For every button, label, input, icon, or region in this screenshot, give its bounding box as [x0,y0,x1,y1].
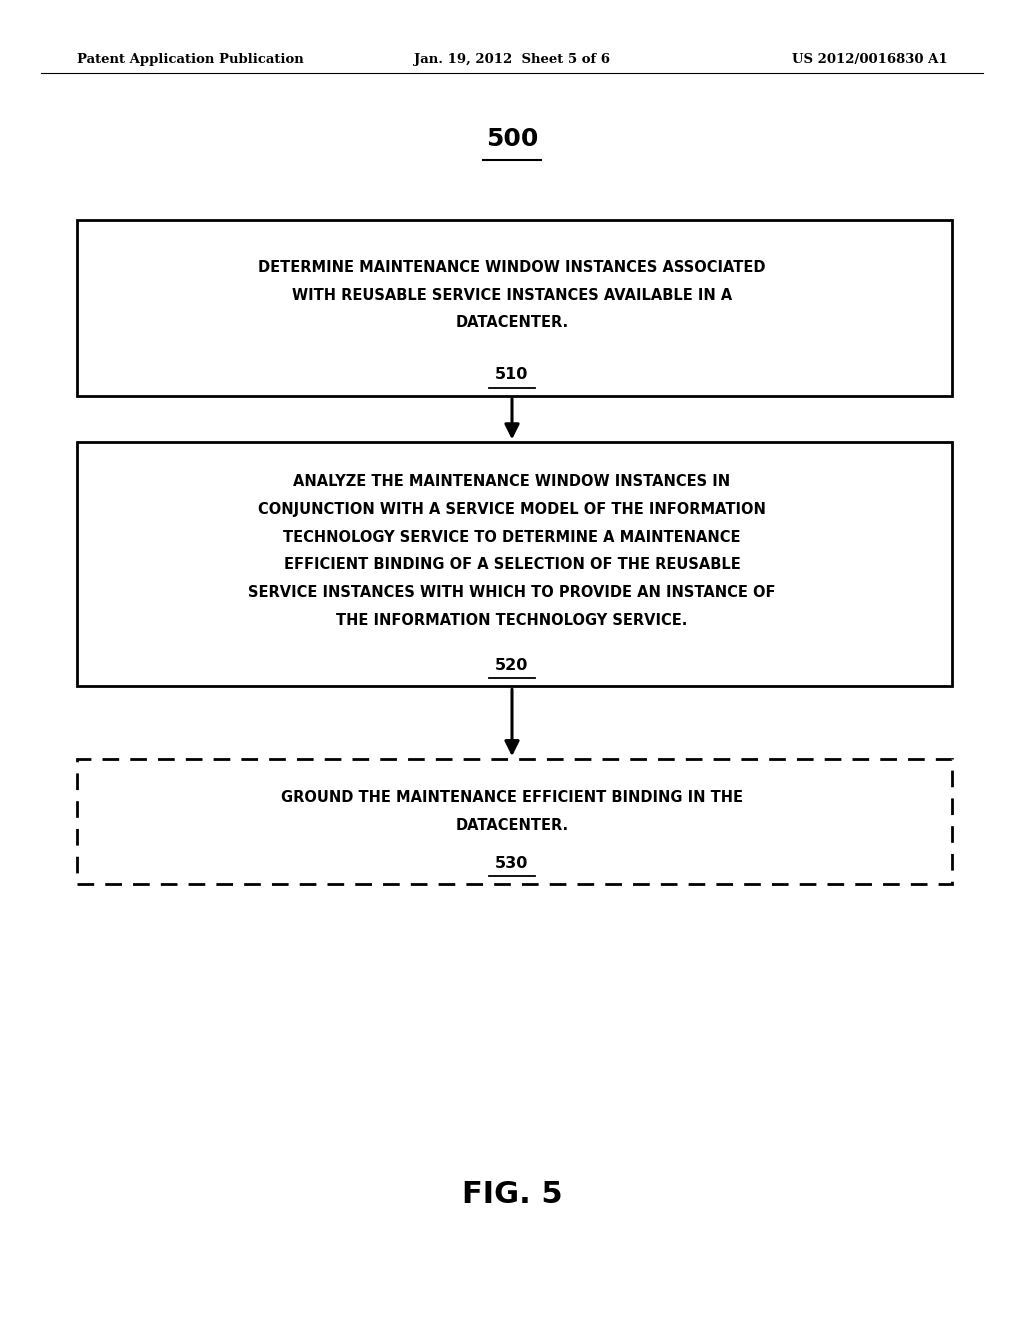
Text: DATACENTER.: DATACENTER. [456,315,568,330]
Text: FIG. 5: FIG. 5 [462,1180,562,1209]
Text: 510: 510 [496,367,528,383]
Text: CONJUNCTION WITH A SERVICE MODEL OF THE INFORMATION: CONJUNCTION WITH A SERVICE MODEL OF THE … [258,502,766,517]
Text: Patent Application Publication: Patent Application Publication [77,53,303,66]
Text: THE INFORMATION TECHNOLOGY SERVICE.: THE INFORMATION TECHNOLOGY SERVICE. [336,612,688,628]
Text: 500: 500 [485,127,539,150]
Text: 520: 520 [496,657,528,673]
Text: WITH REUSABLE SERVICE INSTANCES AVAILABLE IN A: WITH REUSABLE SERVICE INSTANCES AVAILABL… [292,288,732,302]
Text: Jan. 19, 2012  Sheet 5 of 6: Jan. 19, 2012 Sheet 5 of 6 [414,53,610,66]
Text: EFFICIENT BINDING OF A SELECTION OF THE REUSABLE: EFFICIENT BINDING OF A SELECTION OF THE … [284,557,740,573]
FancyBboxPatch shape [77,442,952,686]
Text: TECHNOLOGY SERVICE TO DETERMINE A MAINTENANCE: TECHNOLOGY SERVICE TO DETERMINE A MAINTE… [284,529,740,545]
Text: 530: 530 [496,855,528,871]
Text: DETERMINE MAINTENANCE WINDOW INSTANCES ASSOCIATED: DETERMINE MAINTENANCE WINDOW INSTANCES A… [258,260,766,275]
Text: DATACENTER.: DATACENTER. [456,817,568,833]
FancyBboxPatch shape [77,220,952,396]
Text: ANALYZE THE MAINTENANCE WINDOW INSTANCES IN: ANALYZE THE MAINTENANCE WINDOW INSTANCES… [294,474,730,490]
Text: GROUND THE MAINTENANCE EFFICIENT BINDING IN THE: GROUND THE MAINTENANCE EFFICIENT BINDING… [281,789,743,805]
Text: SERVICE INSTANCES WITH WHICH TO PROVIDE AN INSTANCE OF: SERVICE INSTANCES WITH WHICH TO PROVIDE … [248,585,776,601]
FancyBboxPatch shape [77,759,952,884]
Text: US 2012/0016830 A1: US 2012/0016830 A1 [792,53,947,66]
